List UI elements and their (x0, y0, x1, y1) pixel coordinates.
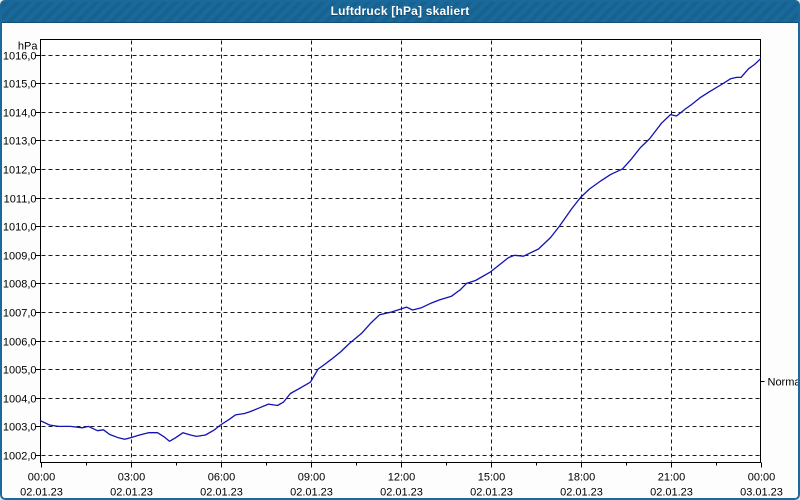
y-tick-label: 1002,0 (3, 451, 37, 463)
y-tick-label: 1014,0 (3, 108, 37, 120)
y-tick-label: 1012,0 (3, 165, 37, 177)
x-tick-time-label: 00:00 (28, 472, 56, 484)
x-tick-date-label: 02.01.23 (560, 487, 603, 499)
x-tick-date-label: 02.01.23 (380, 487, 423, 499)
x-tick-time-label: 18:00 (568, 472, 596, 484)
x-tick-date-label: 02.01.23 (110, 487, 153, 499)
x-tick-time-label: 00:00 (748, 472, 776, 484)
y-tick-label: 1006,0 (3, 337, 37, 349)
y-tick-label: 1011,0 (4, 194, 37, 206)
x-tick-date-label: 02.01.23 (200, 487, 243, 499)
y-tick-label: 1015,0 (3, 79, 37, 91)
x-tick-time-label: 15:00 (478, 472, 506, 484)
normal-marker-label: Normal (768, 377, 800, 389)
x-tick-date-label: 02.01.23 (20, 487, 63, 499)
y-tick-label: 1008,0 (3, 279, 37, 291)
x-tick-time-label: 03:00 (118, 472, 146, 484)
y-tick-label: 1004,0 (3, 394, 37, 406)
plot-area (40, 39, 761, 463)
y-tick-label: 1010,0 (3, 222, 37, 234)
y-tick-label: 1013,0 (3, 136, 37, 148)
x-tick-time-label: 21:00 (658, 472, 686, 484)
y-axis-unit-label: hPa (18, 41, 38, 53)
y-tick-label: 1005,0 (3, 365, 37, 377)
title-bar: Luftdruck [hPa] skaliert (0, 0, 800, 23)
y-tick-label: 1007,0 (3, 308, 37, 320)
x-tick-date-label: 02.01.23 (470, 487, 513, 499)
window-title: Luftdruck [hPa] skaliert (330, 4, 470, 18)
y-tick-label: 1016,0 (3, 51, 37, 63)
x-tick-time-label: 12:00 (388, 472, 416, 484)
y-tick-label: 1003,0 (3, 422, 37, 434)
pressure-line (39, 58, 762, 442)
x-tick-time-label: 06:00 (208, 472, 236, 484)
x-tick-time-label: 09:00 (298, 472, 326, 484)
y-tick-label: 1009,0 (3, 251, 37, 263)
x-tick-date-label: 02.01.23 (650, 487, 693, 499)
x-tick-date-label: 03.01.23 (740, 487, 783, 499)
x-tick-date-label: 02.01.23 (290, 487, 333, 499)
